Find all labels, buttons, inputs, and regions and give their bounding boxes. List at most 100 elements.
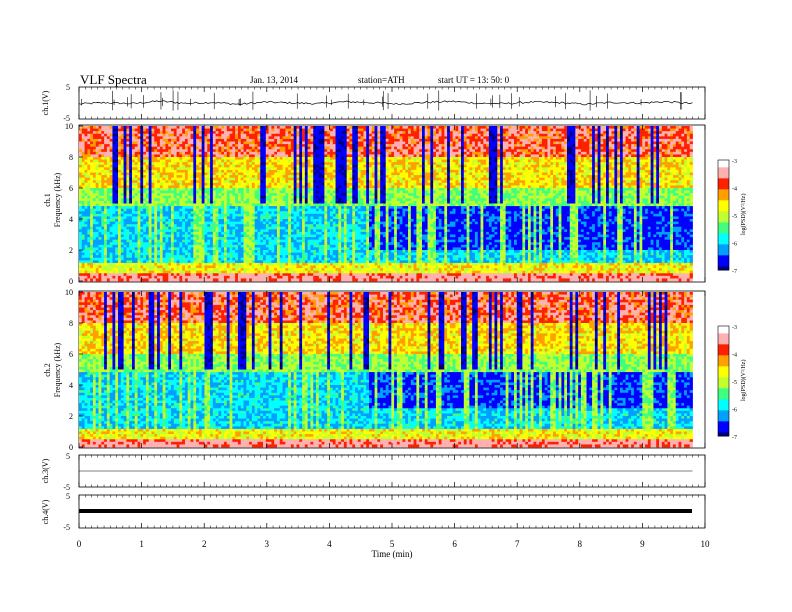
- spec-cell: [143, 190, 147, 194]
- spec-cell: [235, 244, 239, 248]
- spec-cell: [229, 164, 233, 168]
- spec-cell: [265, 260, 270, 264]
- spec-cell: [201, 193, 205, 197]
- spec-cell: [268, 234, 272, 238]
- spec-cell: [263, 239, 267, 243]
- spec-cell: [290, 257, 295, 261]
- spec-cell: [98, 213, 102, 217]
- spec-cell: [224, 200, 228, 204]
- spec-cell: [204, 255, 208, 259]
- spec-cell: [296, 273, 300, 277]
- spec-cell: [168, 216, 172, 220]
- spec-cell: [243, 224, 247, 228]
- spec-cell: [173, 252, 177, 256]
- spec-cell: [157, 193, 161, 197]
- spec-cell: [207, 157, 211, 160]
- spec-cell: [221, 278, 225, 282]
- spec-cell: [201, 164, 205, 168]
- spec-cell: [290, 237, 295, 241]
- spec-cell: [109, 149, 113, 153]
- spec-cell: [137, 244, 141, 248]
- spec-cell: [168, 131, 172, 135]
- spec-cell: [299, 268, 303, 272]
- spec-cell: [226, 164, 230, 168]
- spec-cell: [182, 252, 186, 256]
- spec-cell: [104, 131, 108, 135]
- spec-cell: [293, 226, 297, 230]
- spec-cell: [257, 172, 261, 176]
- spec-cell: [168, 146, 172, 150]
- spec-cell: [235, 126, 239, 129]
- spec-cell: [285, 275, 289, 279]
- spec-cell: [243, 133, 247, 137]
- spec-cell: [296, 203, 300, 207]
- spec-cell: [173, 157, 177, 160]
- spec-cell: [207, 221, 211, 225]
- spec-cell: [190, 193, 194, 197]
- spec-cell: [232, 144, 236, 148]
- spec-cell: [268, 226, 272, 230]
- spec-cell: [171, 250, 175, 253]
- spec-cell: [162, 157, 166, 160]
- spec-cell: [215, 226, 219, 230]
- spec-cell: [204, 141, 208, 145]
- spec-cell: [237, 149, 242, 153]
- spec-cell: [263, 252, 267, 256]
- spec-cell: [193, 159, 197, 163]
- spec-cell: [101, 172, 105, 176]
- spec-cell: [265, 159, 270, 163]
- spec-cell: [148, 247, 152, 251]
- spec-cell: [293, 169, 297, 173]
- spec-cell: [120, 250, 125, 253]
- spec-cell: [104, 247, 108, 251]
- spec-cell: [126, 237, 130, 241]
- spec-cell: [290, 190, 295, 194]
- spec-cell: [104, 128, 108, 132]
- spec-cell: [154, 219, 158, 222]
- spec-cell: [140, 242, 144, 246]
- spec-cell: [143, 195, 147, 199]
- spec-cell: [131, 268, 136, 272]
- spec-cell: [84, 275, 88, 279]
- spec-cell: [218, 133, 222, 137]
- spec-cell: [187, 221, 191, 225]
- spec-cell: [246, 193, 250, 197]
- spec-cell: [265, 268, 270, 272]
- spec-cell: [151, 278, 155, 282]
- spec-cell: [212, 244, 217, 248]
- spec-cell: [218, 270, 222, 274]
- spec-cell: [143, 154, 147, 158]
- spec-cell: [134, 146, 138, 150]
- spec-cell: [265, 203, 270, 207]
- spec-cell: [145, 195, 150, 199]
- spec-cell: [274, 182, 278, 186]
- spec-cell: [232, 167, 236, 171]
- spec-cell: [290, 262, 295, 266]
- spec-cell: [207, 164, 211, 168]
- spec-cell: [112, 268, 116, 272]
- spec-cell: [218, 164, 222, 168]
- spec-cell: [224, 141, 228, 145]
- spec-cell: [235, 252, 239, 256]
- spec-cell: [235, 234, 239, 238]
- spec-cell: [276, 193, 281, 197]
- spec-cell: [159, 172, 164, 176]
- spec-cell: [221, 231, 225, 235]
- spec-cell: [81, 213, 85, 217]
- spec-cell: [182, 188, 186, 191]
- spec-cell: [115, 138, 119, 142]
- spec-cell: [90, 262, 94, 266]
- spec-cell: [288, 206, 292, 210]
- spec-cell: [81, 131, 85, 135]
- spec-cell: [143, 164, 147, 168]
- spec-cell: [299, 250, 303, 253]
- spec-cell: [81, 203, 85, 207]
- spec-cell: [143, 131, 147, 135]
- spec-cell: [157, 242, 161, 246]
- spec-cell: [98, 144, 102, 148]
- spec-cell: [204, 229, 208, 233]
- spec-cell: [87, 242, 91, 246]
- spec-cell: [98, 182, 102, 186]
- spec-cell: [81, 219, 85, 222]
- spec-cell: [207, 128, 211, 132]
